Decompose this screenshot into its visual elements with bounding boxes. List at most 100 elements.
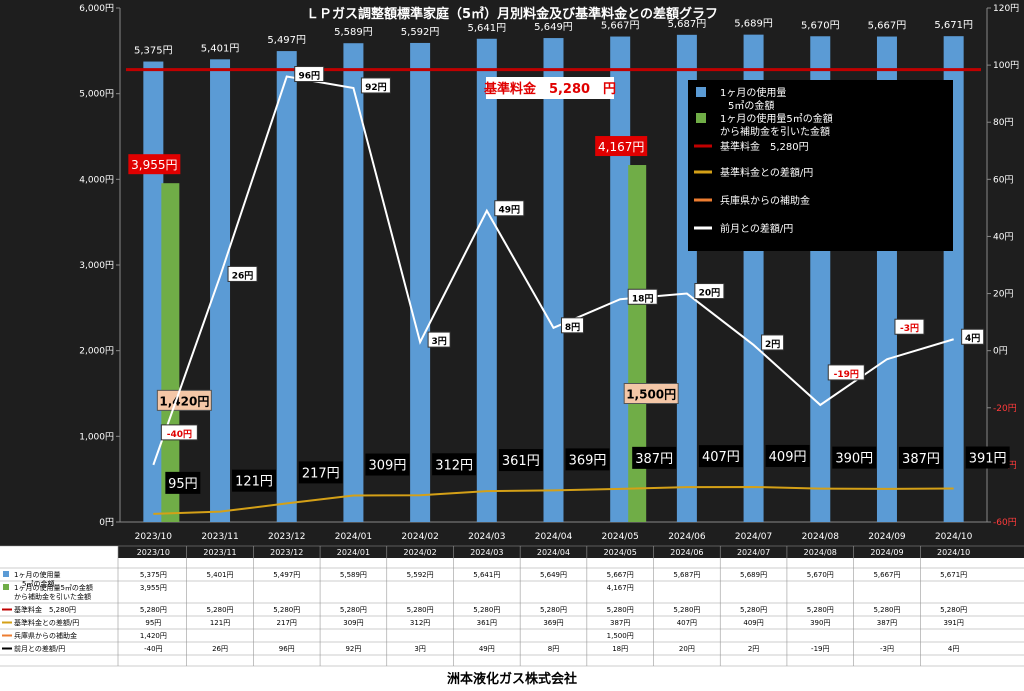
diff-base-label: 121円 bbox=[235, 475, 273, 490]
bar-subsidized bbox=[628, 165, 647, 523]
bar-monthly-label: 5,671円 bbox=[934, 20, 973, 31]
table-cell: 5,687円 bbox=[673, 571, 700, 579]
diff-base-label-box bbox=[165, 471, 201, 494]
diff-base-label-box bbox=[298, 461, 343, 484]
table-cell: 5,280円 bbox=[273, 606, 300, 614]
diff-base-label-box bbox=[232, 469, 277, 492]
diff-base-label: 409円 bbox=[769, 450, 807, 465]
bar-monthly-label: 5,667円 bbox=[601, 21, 640, 32]
bar-monthly bbox=[276, 51, 297, 522]
table-row-name: から補助金を引いた金額 bbox=[14, 592, 91, 601]
table-row-name: 基準料金との差額/円 bbox=[14, 618, 79, 627]
table-cell: 20円 bbox=[679, 645, 695, 653]
table-cell: 2円 bbox=[748, 645, 759, 653]
diff-base-label-box bbox=[565, 448, 610, 471]
x-tick-label: 2024/07 bbox=[735, 532, 772, 542]
table-cell: 26円 bbox=[212, 645, 228, 653]
base-label-box bbox=[486, 77, 614, 99]
diff-prev-label-box bbox=[694, 283, 725, 300]
subsidy-label: 1,420円 bbox=[159, 394, 209, 408]
table-cell: 5,401円 bbox=[207, 571, 234, 579]
legend-label: 前月との差額/円 bbox=[720, 222, 793, 235]
x-tick-label: 2024/02 bbox=[401, 532, 438, 542]
table-cell: 5,280円 bbox=[540, 606, 567, 614]
table-cell: 409円 bbox=[743, 619, 763, 627]
table-header-cell: 2023/12 bbox=[270, 548, 303, 557]
bar-monthly bbox=[476, 38, 497, 522]
table-row-swatch bbox=[3, 571, 9, 577]
x-tick-label: 2024/10 bbox=[935, 532, 973, 542]
table-cell: 3円 bbox=[414, 645, 425, 653]
y-left-tick-label: 0円 bbox=[99, 517, 114, 528]
x-tick-label: 2024/01 bbox=[335, 532, 372, 542]
diff-prev-label-box bbox=[160, 424, 198, 441]
table-cell: 3,955円 bbox=[140, 584, 167, 592]
bar-monthly-label: 5,589円 bbox=[334, 27, 373, 38]
diff-base-label-box bbox=[432, 453, 477, 476]
company-footer: 洲本液化ガス株式会社 bbox=[446, 672, 577, 687]
diff-base-label-box bbox=[965, 446, 1010, 469]
diff-prev-label: -3円 bbox=[900, 323, 919, 334]
y-right-tick-label: 20円 bbox=[993, 289, 1013, 300]
bar-monthly-label: 5,641円 bbox=[467, 23, 506, 34]
bar-monthly bbox=[343, 43, 364, 523]
legend-label: 基準料金 5,280円 bbox=[720, 140, 809, 153]
bar-monthly-label: 5,592円 bbox=[401, 27, 440, 38]
diff-base-label: 369円 bbox=[569, 453, 607, 468]
table-cell: 4,167円 bbox=[607, 584, 634, 592]
table-cell: 92円 bbox=[345, 645, 361, 653]
diff-prev-label-box bbox=[227, 265, 258, 282]
table-header-cell: 2024/04 bbox=[537, 548, 570, 557]
y-right-tick-label: -20円 bbox=[993, 403, 1017, 414]
bar-monthly-label: 5,401円 bbox=[201, 43, 240, 54]
table-cell: 8円 bbox=[548, 645, 559, 653]
table-cell: 309円 bbox=[343, 619, 363, 627]
legend-box bbox=[688, 80, 953, 251]
y-left-tick-label: 3,000円 bbox=[79, 260, 114, 271]
table-cell: 1,500円 bbox=[607, 632, 634, 640]
diff-prev-label-box bbox=[827, 364, 865, 381]
diff-prev-label: 92円 bbox=[365, 82, 387, 93]
diff-prev-label-box bbox=[894, 318, 925, 335]
table-cell: 5,667円 bbox=[873, 571, 900, 579]
chart-svg: ＬＰガス調整額標準家庭（5㎥）月別料金及び基準料金との差額グラフ 0円 1,000円… bbox=[0, 0, 1024, 667]
y-right-tick-label: 60円 bbox=[993, 174, 1013, 185]
bar-subsidized-label: 3,955円 bbox=[131, 158, 177, 172]
bar-subsidized-label-box bbox=[128, 154, 181, 175]
table-header-cell: 2024/06 bbox=[670, 548, 703, 557]
table-cell: -3円 bbox=[880, 645, 894, 653]
bar-subsidized-label-box bbox=[595, 136, 648, 157]
table-cell: 5,589円 bbox=[340, 571, 367, 579]
table-row-name: 1ヶ月の使用量 bbox=[14, 570, 60, 579]
table-cell: 5,280円 bbox=[140, 606, 167, 614]
diff-prev-label: -19円 bbox=[834, 369, 859, 380]
table-cell: 5,280円 bbox=[740, 606, 767, 614]
table-cell: 391円 bbox=[943, 619, 963, 627]
y-right-tick-label: 40円 bbox=[993, 231, 1013, 242]
diff-prev-line bbox=[152, 75, 954, 466]
table-cell: 18円 bbox=[612, 645, 628, 653]
table-cell: 387円 bbox=[610, 619, 630, 627]
table-cell: 5,375円 bbox=[140, 571, 167, 579]
bar-monthly-label: 5,667円 bbox=[868, 21, 907, 32]
y-right-tick-label: 120円 bbox=[993, 3, 1019, 14]
table-header-cell: 2023/10 bbox=[137, 548, 170, 557]
diff-prev-label-box bbox=[494, 200, 525, 217]
x-tick-label: 2024/04 bbox=[535, 532, 573, 542]
table-row-name: 前月との差額/円 bbox=[14, 644, 65, 653]
legend-swatch bbox=[696, 87, 706, 97]
chart-title: ＬＰガス調整額標準家庭（5㎥）月別料金及び基準料金との差額グラフ bbox=[306, 6, 718, 22]
table-header-cell: 2024/08 bbox=[804, 548, 837, 557]
legend-label: 基準料金との差額/円 bbox=[720, 166, 813, 179]
table-cell: 407円 bbox=[677, 619, 697, 627]
y-left-tick-label: 2,000円 bbox=[79, 346, 114, 357]
x-tick-label: 2023/10 bbox=[135, 532, 173, 542]
table-cell: 5,671円 bbox=[940, 571, 967, 579]
diff-prev-label-box bbox=[427, 331, 451, 348]
diff-base-label: 217円 bbox=[302, 466, 340, 481]
diff-base-label: 407円 bbox=[702, 450, 740, 465]
table-cell: 5,592円 bbox=[407, 571, 434, 579]
table-header-cell: 2024/09 bbox=[870, 548, 903, 557]
table-row-name: 5㎥の金額 bbox=[22, 579, 54, 588]
bar-monthly-label: 5,689円 bbox=[734, 19, 773, 30]
